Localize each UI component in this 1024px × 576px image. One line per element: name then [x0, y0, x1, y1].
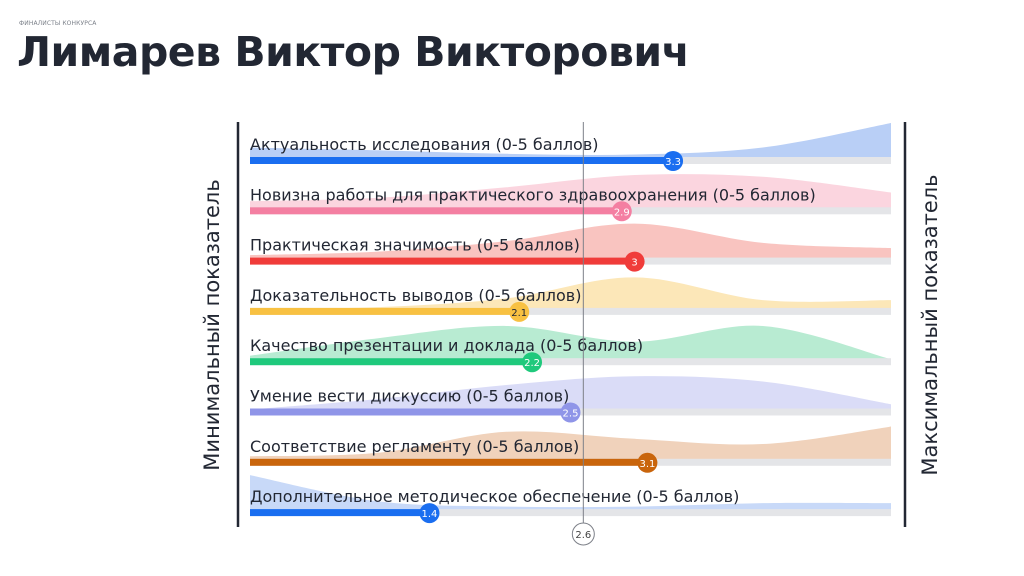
supertitle: ФИНАЛИСТЫ КОНКУРСА: [19, 20, 97, 27]
bar-3: [250, 257, 635, 265]
value-label-3: 3: [631, 258, 637, 269]
value-marker-3: [624, 251, 645, 272]
value-label-6: 2.5: [563, 409, 579, 420]
density-area-6: [250, 376, 891, 410]
bar-6: [250, 408, 571, 416]
density-area-1: [250, 123, 891, 158]
density-layer: [250, 123, 891, 511]
bar-label-6: Умение вести дискуссию (0-5 баллов): [250, 387, 569, 406]
marker-layer: 3.3 2.9 3 2.1 2.2 2.5 3.1 1.4: [419, 151, 684, 524]
reference-layer: 2.6: [571, 122, 595, 546]
value-marker-2: [611, 201, 632, 222]
bar-label-5: Качество презентации и доклада (0-5 балл…: [250, 336, 643, 355]
density-area-3: [250, 223, 891, 259]
bar-4: [250, 307, 520, 315]
reference-marker: [571, 522, 595, 546]
page-title: Лимарев Виктор Викторович: [17, 28, 690, 76]
density-area-5: [250, 325, 891, 360]
bar-label-2: Новизна работы для практического здравоо…: [250, 185, 816, 204]
bar-layer: Актуальность исследования (0-5 баллов) Но…: [250, 135, 891, 517]
bar-label-1: Актуальность исследования (0-5 баллов): [250, 135, 599, 154]
value-label-4: 2.1: [511, 308, 527, 319]
value-marker-6: [560, 402, 581, 423]
bar-5: [250, 358, 533, 366]
bar-1: [250, 157, 674, 164]
bar-track-8: [250, 509, 891, 517]
bar-label-7: Соответствие регламенту (0-5 баллов): [250, 437, 579, 456]
value-marker-7: [637, 452, 658, 473]
bar-track-4: [250, 307, 891, 315]
value-marker-1: [663, 151, 684, 171]
value-label-1: 3.3: [665, 157, 681, 168]
value-label-2: 2.9: [614, 207, 630, 218]
bar-8: [250, 509, 430, 517]
bar-track-5: [250, 358, 891, 366]
bar-label-8: Дополнительное методическое обеспечение …: [250, 487, 739, 506]
density-area-8: [250, 475, 891, 511]
value-label-5: 2.2: [524, 358, 540, 369]
bar-label-4: Доказательность выводов (0-5 баллов): [250, 286, 581, 305]
value-label-8: 1.4: [422, 509, 438, 520]
bar-7: [250, 458, 648, 466]
bar-2: [250, 207, 622, 215]
density-area-7: [250, 426, 891, 460]
density-area-4: [250, 277, 891, 309]
value-marker-4: [509, 301, 530, 322]
reference-label: 2.6: [575, 530, 591, 541]
value-marker-8: [419, 503, 440, 524]
value-marker-5: [522, 352, 543, 373]
value-label-7: 3.1: [639, 459, 655, 470]
density-area-2: [250, 174, 891, 209]
bar-label-3: Практическая значимость (0-5 баллов): [250, 236, 580, 255]
